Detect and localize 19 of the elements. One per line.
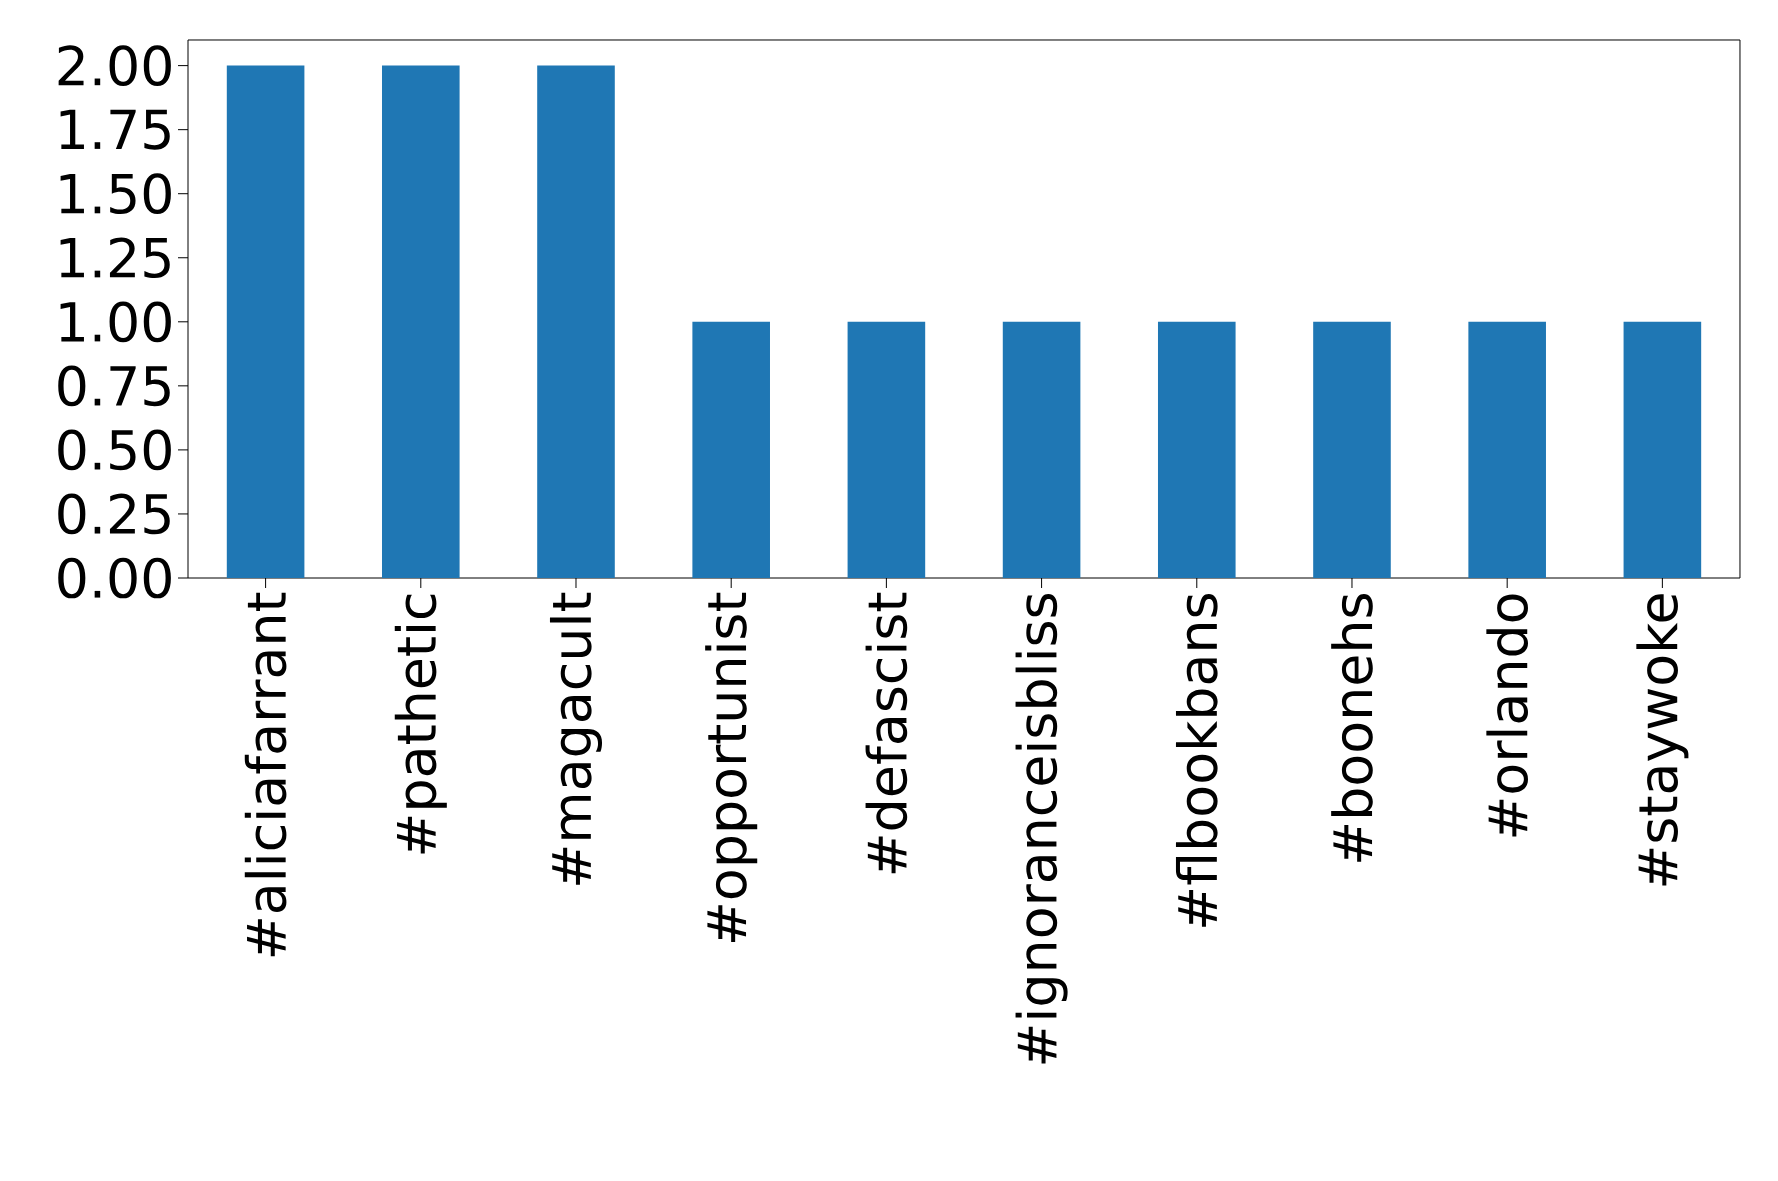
x-tick-label: #pathetic [394,594,447,854]
y-tick-label: 0.50 [58,429,171,471]
x-tick-label: #flbookbans [1175,594,1218,927]
y-tick-label: 1.75 [60,109,170,150]
y-tick-label: 0.25 [58,493,170,535]
y-tick-label: 0.75 [58,365,170,407]
y-tick-label: 2.00 [58,45,171,86]
x-tick-label: #orlando [1486,594,1528,837]
x-tick-label: #staywoke [1636,594,1689,886]
x-tick-label: #ignoranceisbliss [1015,594,1068,1064]
x-tick-label: #boonehs [1331,594,1373,862]
x-tick-label: #opportunist [705,592,758,943]
y-tick-label: 1.25 [60,237,170,279]
x-tick-label: #aliciafarrant [244,592,287,957]
y-tick-label: 1.50 [60,173,171,215]
x-tick-label: #defascist [865,592,908,874]
x-tick-label: #magacult [549,592,603,885]
y-tick-label: 0.00 [58,557,171,599]
y-tick-label: 1.00 [60,301,171,343]
